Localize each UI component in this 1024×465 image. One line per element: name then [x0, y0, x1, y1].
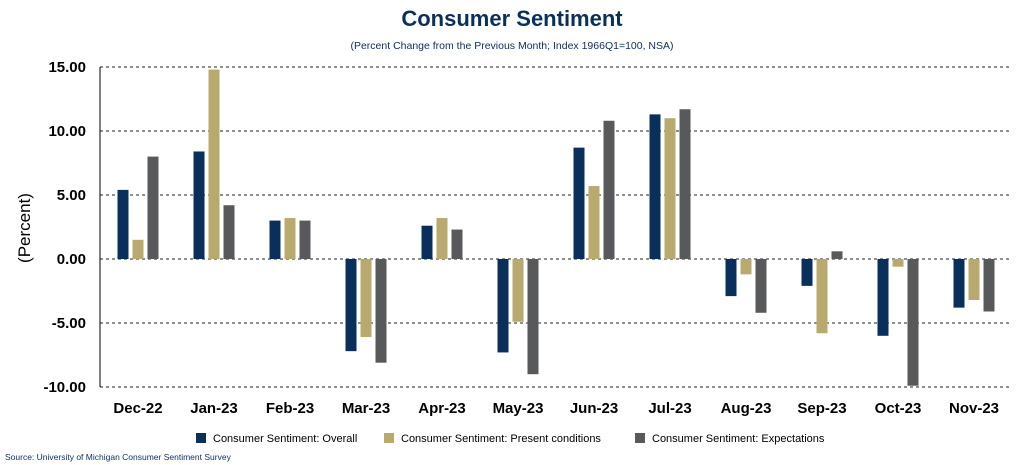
legend-label: Consumer Sentiment: Expectations [652, 433, 825, 445]
bar [740, 259, 752, 275]
x-tick-label: Jan-23 [190, 400, 238, 417]
bar [360, 259, 372, 338]
bar [512, 259, 524, 322]
bar [269, 220, 281, 259]
x-tick-label: May-23 [493, 400, 544, 417]
bar [451, 229, 463, 259]
source-note: Source: University of Michigan Consumer … [5, 452, 231, 462]
bar [877, 259, 889, 336]
tick-labels: 15.00 10.00 5.00 0.00 -5.00 -10.00 Dec-22 Jan-2… [43, 59, 999, 417]
x-tick-label: Jun-23 [570, 400, 618, 417]
bar [907, 259, 919, 386]
bar [892, 259, 904, 267]
bar [664, 118, 676, 259]
bar [603, 120, 615, 259]
bar [983, 259, 995, 312]
x-tick-label: Sep-23 [797, 400, 846, 417]
bar [816, 259, 828, 334]
bar [223, 205, 235, 259]
x-tick-label: Feb-23 [266, 400, 314, 417]
bar [649, 114, 661, 259]
legend-label: Consumer Sentiment: Overall [213, 433, 357, 445]
chart-title: Consumer Sentiment [401, 6, 623, 31]
x-tick-label: Jul-23 [648, 400, 691, 417]
bar [436, 218, 448, 259]
bars [117, 69, 995, 386]
legend-swatch [196, 433, 206, 443]
bar [421, 225, 433, 259]
bar [375, 259, 387, 363]
x-tick-label: Mar-23 [342, 400, 390, 417]
legend-swatch [635, 433, 645, 443]
bar [193, 151, 205, 259]
bar [299, 220, 311, 259]
bar [801, 259, 813, 286]
legend-swatch [384, 433, 394, 443]
bar [573, 147, 585, 259]
x-tick-label: Aug-23 [721, 400, 772, 417]
y-tick-label: -10.00 [43, 379, 86, 396]
x-tick-label: Dec-22 [113, 400, 162, 417]
y-tick-label: -5.00 [52, 315, 86, 332]
bar [132, 239, 144, 259]
bar [117, 189, 129, 259]
bar [527, 259, 539, 375]
gridlines [100, 66, 1012, 388]
y-tick-label: 15.00 [48, 59, 86, 76]
x-tick-label: Apr-23 [418, 400, 466, 417]
bar [953, 259, 965, 308]
bar [679, 109, 691, 260]
bar [147, 156, 159, 259]
y-axis-label: (Percent) [15, 193, 34, 263]
y-tick-label: 0.00 [57, 251, 86, 268]
bar [725, 259, 737, 297]
legend: Consumer Sentiment: Overall Consumer Sent… [196, 433, 825, 445]
bar [831, 251, 843, 259]
bar [497, 259, 509, 353]
chart-subtitle: (Percent Change from the Previous Month;… [350, 40, 674, 52]
x-tick-label: Oct-23 [875, 400, 922, 417]
bar [968, 259, 980, 300]
bar [208, 69, 220, 259]
bar [755, 259, 767, 313]
x-tick-label: Nov-23 [949, 400, 999, 417]
y-tick-label: 5.00 [57, 187, 86, 204]
bar [345, 259, 357, 352]
bar [284, 218, 296, 259]
bar [588, 186, 600, 259]
y-tick-label: 10.00 [48, 123, 86, 140]
legend-label: Consumer Sentiment: Present conditions [401, 433, 601, 445]
